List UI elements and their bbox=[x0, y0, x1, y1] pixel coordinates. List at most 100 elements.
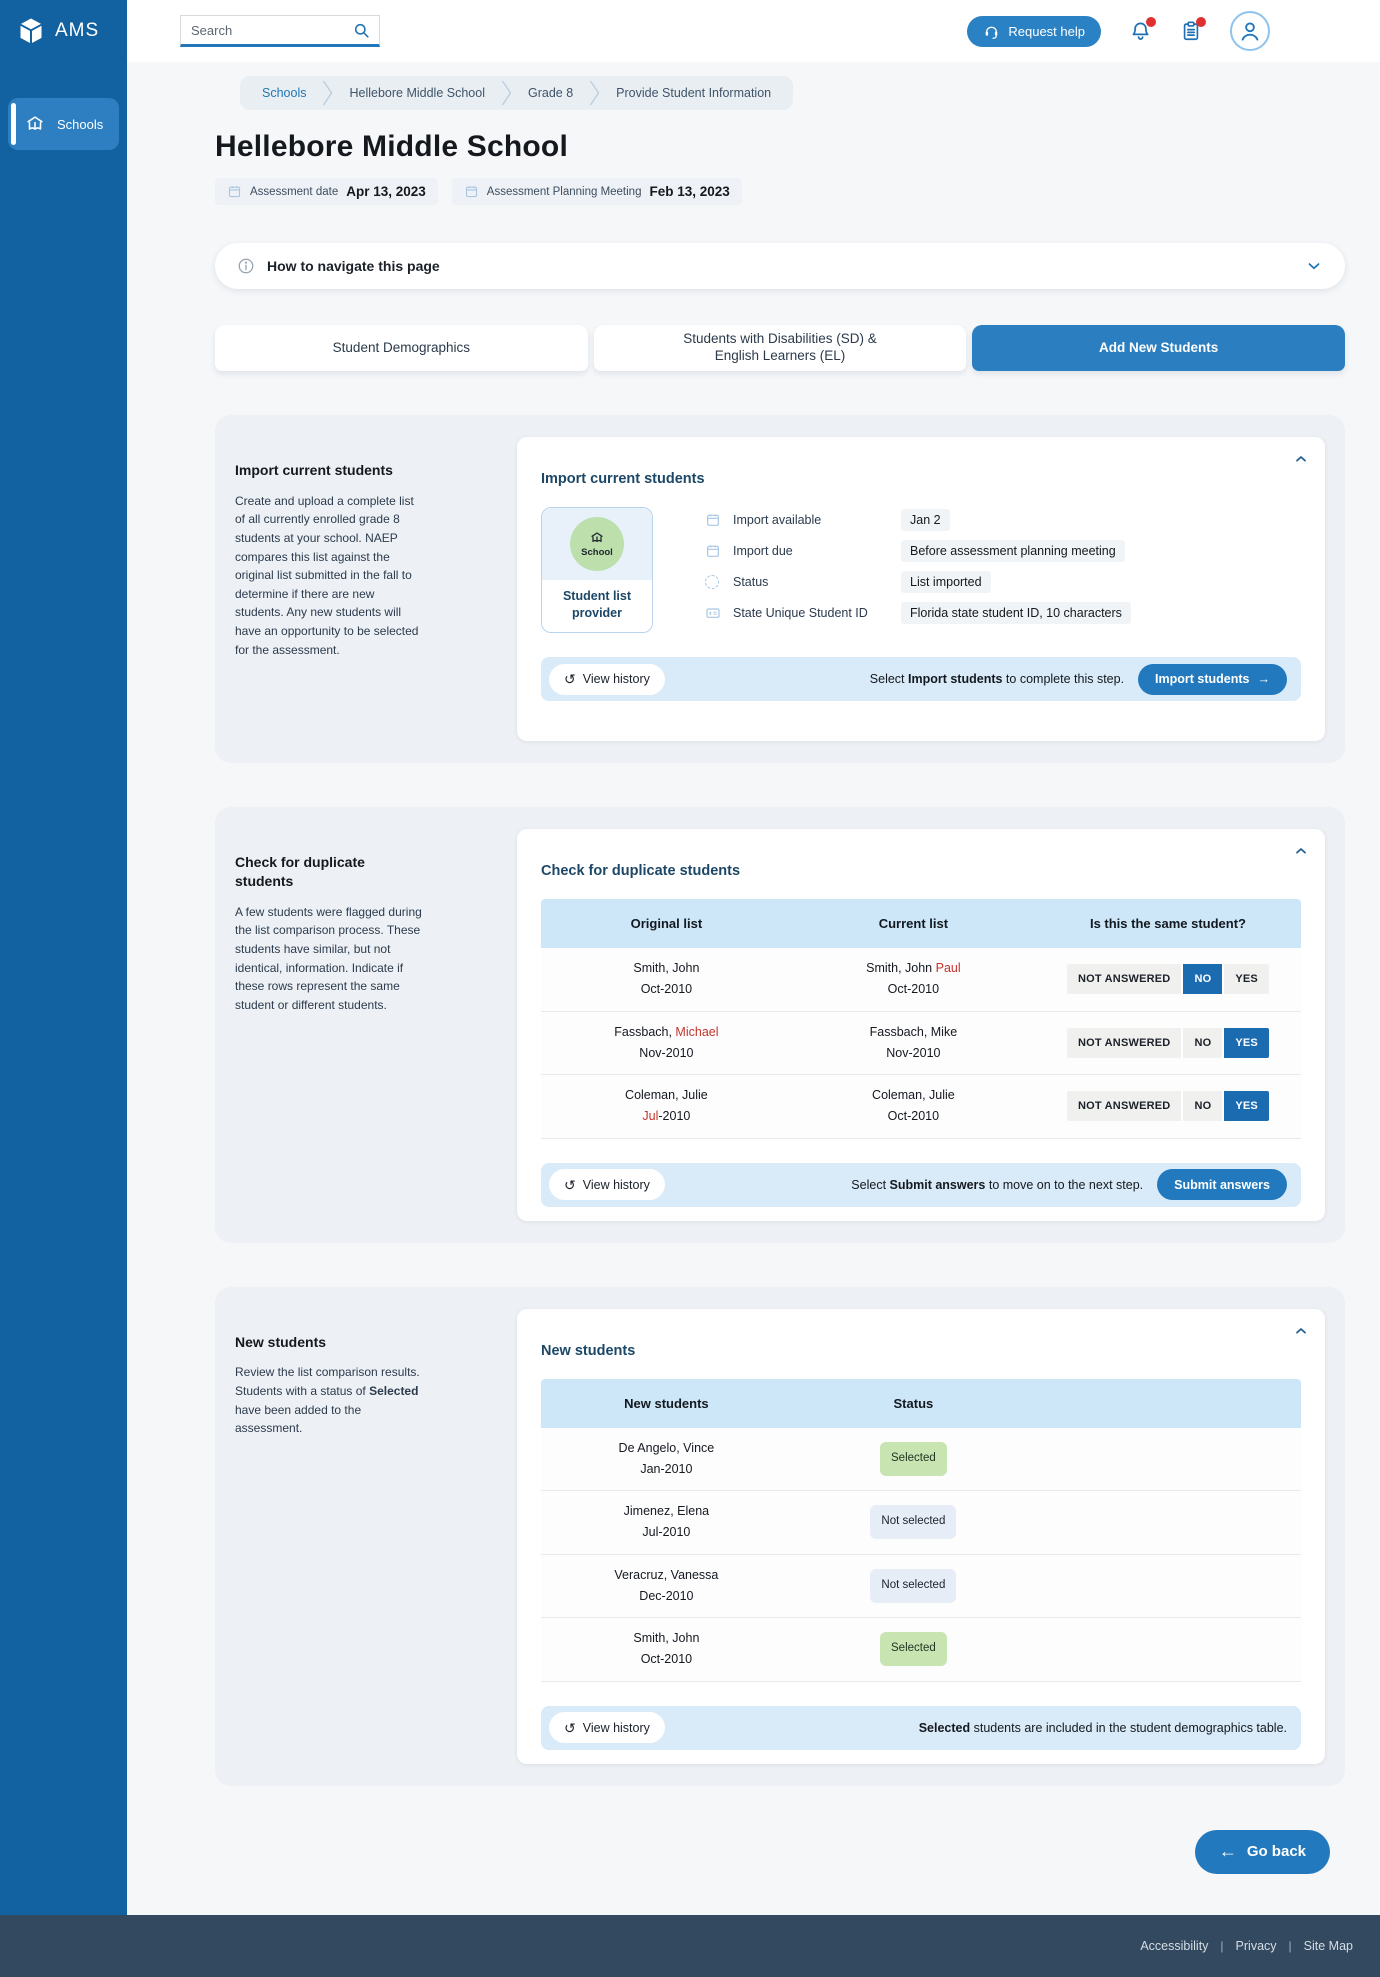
option-no[interactable]: NO bbox=[1181, 1027, 1222, 1058]
breadcrumb-school-name[interactable]: Hellebore Middle School bbox=[349, 86, 485, 100]
detail-label: State Unique Student ID bbox=[733, 606, 868, 620]
import-card: Import current students bbox=[517, 437, 1325, 741]
option-yes[interactable]: YES bbox=[1222, 1091, 1269, 1122]
search-input[interactable] bbox=[180, 15, 380, 47]
notification-dot bbox=[1196, 17, 1206, 27]
option-yes[interactable]: YES bbox=[1222, 964, 1269, 995]
provider-circle-label: School bbox=[581, 547, 613, 558]
same-student-toggle: NOT ANSWERED NO YES bbox=[1067, 1091, 1269, 1122]
detail-row-student-id: State Unique Student ID Florida state st… bbox=[705, 602, 1301, 624]
original-cell: Smith, John Oct-2010 bbox=[633, 961, 700, 997]
tab-student-demographics[interactable]: Student Demographics bbox=[215, 325, 588, 371]
request-help-button[interactable]: Request help bbox=[967, 15, 1101, 47]
status-cell: Not selected bbox=[792, 1568, 1035, 1603]
section-description: A few students were flagged during the l… bbox=[235, 904, 422, 1012]
calendar-icon bbox=[227, 184, 242, 199]
app-name: AMS bbox=[55, 20, 100, 41]
student-cell: Jimenez, Elena Jul-2010 bbox=[623, 1504, 710, 1540]
new-student-row: Jimenez, Elena Jul-2010 Not selected bbox=[541, 1491, 1301, 1555]
status-badge: Not selected bbox=[870, 1568, 957, 1603]
section-description: Review the list comparison results. Stud… bbox=[235, 1365, 420, 1436]
tab-sd-el[interactable]: Students with Disabilities (SD) & Englis… bbox=[593, 325, 967, 371]
detail-value: Before assessment planning meeting bbox=[901, 540, 1125, 562]
section-heading: Import current students bbox=[235, 462, 393, 478]
card-heading: New students bbox=[541, 1342, 636, 1359]
footer-link-accessibility[interactable]: Accessibility bbox=[1140, 1939, 1209, 1953]
tab-label: English Learners (EL) bbox=[714, 348, 846, 363]
option-not-answered[interactable]: NOT ANSWERED bbox=[1078, 973, 1171, 986]
tab-add-new-students[interactable]: Add New Students bbox=[972, 325, 1346, 371]
request-help-label: Request help bbox=[1008, 23, 1085, 39]
go-back-button[interactable]: ← Go back bbox=[1194, 1829, 1330, 1874]
school-icon bbox=[588, 530, 606, 546]
detail-label: Import available bbox=[733, 513, 822, 527]
import-students-button[interactable]: Import students → bbox=[1138, 663, 1287, 695]
detail-row-import-available: Import available Jan 2 bbox=[705, 509, 1301, 531]
view-history-button[interactable]: ↺ View history bbox=[549, 1169, 665, 1200]
how-to-navigate-banner[interactable]: How to navigate this page bbox=[215, 243, 1345, 289]
duplicate-row-coleman: Coleman, Julie Jul-2010 Coleman, Julie O… bbox=[541, 1075, 1301, 1139]
breadcrumb-schools[interactable]: Schools bbox=[262, 86, 307, 100]
view-history-button[interactable]: ↺ View history bbox=[549, 1712, 665, 1743]
import-card-footer: ↺ View history Select Import students to… bbox=[541, 657, 1301, 701]
chevron-down-icon[interactable] bbox=[1305, 257, 1323, 275]
status-badge: Selected bbox=[880, 1632, 947, 1667]
id-card-icon bbox=[705, 605, 722, 621]
current-cell: Coleman, Julie Oct-2010 bbox=[872, 1088, 955, 1124]
section-heading: Check for duplicate students bbox=[235, 854, 365, 889]
button-label: Submit answers bbox=[1174, 1177, 1270, 1192]
sidebar-item-schools[interactable]: Schools bbox=[8, 98, 119, 150]
footer-separator: | bbox=[1220, 1939, 1224, 1953]
top-header: Request help bbox=[127, 0, 1380, 62]
chevron-up-icon[interactable] bbox=[1293, 451, 1309, 467]
helper-text: Select Submit answers to move on to the … bbox=[851, 1177, 1144, 1192]
option-not-answered[interactable]: NOT ANSWERED bbox=[1078, 1036, 1171, 1049]
new-students-card: New students New students Status De Ange… bbox=[517, 1308, 1325, 1764]
chevron-up-icon[interactable] bbox=[1293, 1323, 1309, 1339]
option-no[interactable]: NO bbox=[1181, 1091, 1222, 1122]
arrow-right-icon: → bbox=[1257, 672, 1271, 686]
option-not-answered[interactable]: NOT ANSWERED bbox=[1078, 1100, 1171, 1113]
new-students-section: New students Review the list comparison … bbox=[215, 1286, 1345, 1786]
tasks-clipboard-icon[interactable] bbox=[1180, 17, 1206, 42]
chevron-right-icon bbox=[589, 80, 600, 106]
submit-answers-button[interactable]: Submit answers bbox=[1157, 1169, 1287, 1200]
tab-bar: Student Demographics Students with Disab… bbox=[215, 325, 1346, 371]
footer-link-sitemap[interactable]: Site Map bbox=[1303, 1939, 1353, 1953]
chevron-up-icon[interactable] bbox=[1293, 843, 1309, 859]
arrow-left-icon: ← bbox=[1218, 1841, 1237, 1861]
status-circle-icon bbox=[705, 575, 722, 589]
meta-label: Assessment date bbox=[250, 185, 339, 198]
notifications-bell-icon[interactable] bbox=[1129, 16, 1156, 43]
calendar-icon bbox=[705, 543, 722, 559]
new-student-row: De Angelo, Vince Jan-2010 Selected bbox=[541, 1427, 1301, 1491]
column-original-list: Original list bbox=[630, 916, 703, 931]
section-description: Create and upload a complete list of all… bbox=[235, 493, 419, 657]
detail-label: Status bbox=[733, 575, 769, 589]
account-avatar[interactable] bbox=[1230, 11, 1270, 51]
view-history-button[interactable]: ↺ View history bbox=[549, 663, 665, 695]
duplicate-students-section: Check for duplicate students A few stude… bbox=[215, 807, 1345, 1243]
detail-row-import-due: Import due Before assessment planning me… bbox=[705, 540, 1301, 562]
planning-meeting-chip: Assessment Planning Meeting Feb 13, 2023 bbox=[451, 178, 742, 205]
school-icon bbox=[24, 113, 46, 135]
chevron-right-icon bbox=[322, 80, 333, 106]
view-history-label: View history bbox=[582, 1177, 650, 1192]
footer-link-privacy[interactable]: Privacy bbox=[1235, 1939, 1277, 1953]
duplicates-card-footer: ↺ View history Select Submit answers to … bbox=[541, 1162, 1301, 1207]
duplicate-row-smith: Smith, John Oct-2010 Smith, John Paul Oc… bbox=[541, 948, 1301, 1012]
student-list-provider-tile[interactable]: School Student list provider bbox=[541, 507, 653, 633]
info-icon bbox=[237, 257, 255, 275]
headset-icon bbox=[983, 23, 1000, 40]
meta-value: Apr 13, 2023 bbox=[346, 184, 426, 199]
status-badge: Selected bbox=[880, 1441, 947, 1476]
status-cell: Selected bbox=[792, 1441, 1035, 1476]
breadcrumb-grade[interactable]: Grade 8 bbox=[527, 86, 574, 100]
option-yes[interactable]: YES bbox=[1222, 1027, 1269, 1058]
option-no[interactable]: NO bbox=[1181, 964, 1223, 995]
notification-dot bbox=[1146, 16, 1156, 27]
search-icon[interactable] bbox=[352, 21, 371, 40]
original-cell: Fassbach, Michael Nov-2010 bbox=[614, 1024, 719, 1060]
import-details: Import available Jan 2 Import due Bef bbox=[705, 507, 1301, 633]
